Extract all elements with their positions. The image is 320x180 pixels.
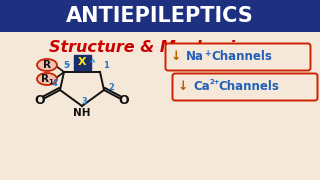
Text: +: + — [204, 48, 210, 57]
FancyBboxPatch shape — [165, 44, 310, 71]
Text: 4: 4 — [52, 80, 58, 89]
Text: 1: 1 — [48, 79, 53, 85]
Text: ANTIEPILEPTICS: ANTIEPILEPTICS — [66, 6, 254, 26]
Text: R: R — [42, 74, 50, 84]
Text: ↓: ↓ — [171, 51, 181, 64]
Text: Channels: Channels — [211, 50, 272, 62]
Text: ↓: ↓ — [178, 80, 188, 93]
Text: 1: 1 — [103, 62, 109, 71]
Text: R: R — [43, 60, 51, 70]
FancyArrowPatch shape — [91, 59, 94, 62]
Text: 3: 3 — [81, 96, 87, 105]
Text: Channels: Channels — [218, 80, 279, 93]
FancyBboxPatch shape — [0, 0, 320, 32]
FancyArrowPatch shape — [66, 64, 69, 67]
Text: O: O — [119, 93, 129, 107]
Text: O: O — [35, 93, 45, 107]
Text: Ca: Ca — [193, 80, 210, 93]
FancyBboxPatch shape — [74, 55, 91, 69]
Ellipse shape — [37, 59, 57, 71]
FancyBboxPatch shape — [172, 73, 317, 100]
Text: NH: NH — [73, 108, 91, 118]
Ellipse shape — [37, 73, 57, 85]
Text: 2+: 2+ — [209, 79, 220, 85]
Text: 2: 2 — [108, 84, 114, 93]
Text: Na: Na — [186, 50, 204, 62]
Text: Structure & Mechanism: Structure & Mechanism — [49, 39, 261, 55]
Text: 5: 5 — [63, 60, 69, 69]
Text: X: X — [78, 57, 86, 67]
